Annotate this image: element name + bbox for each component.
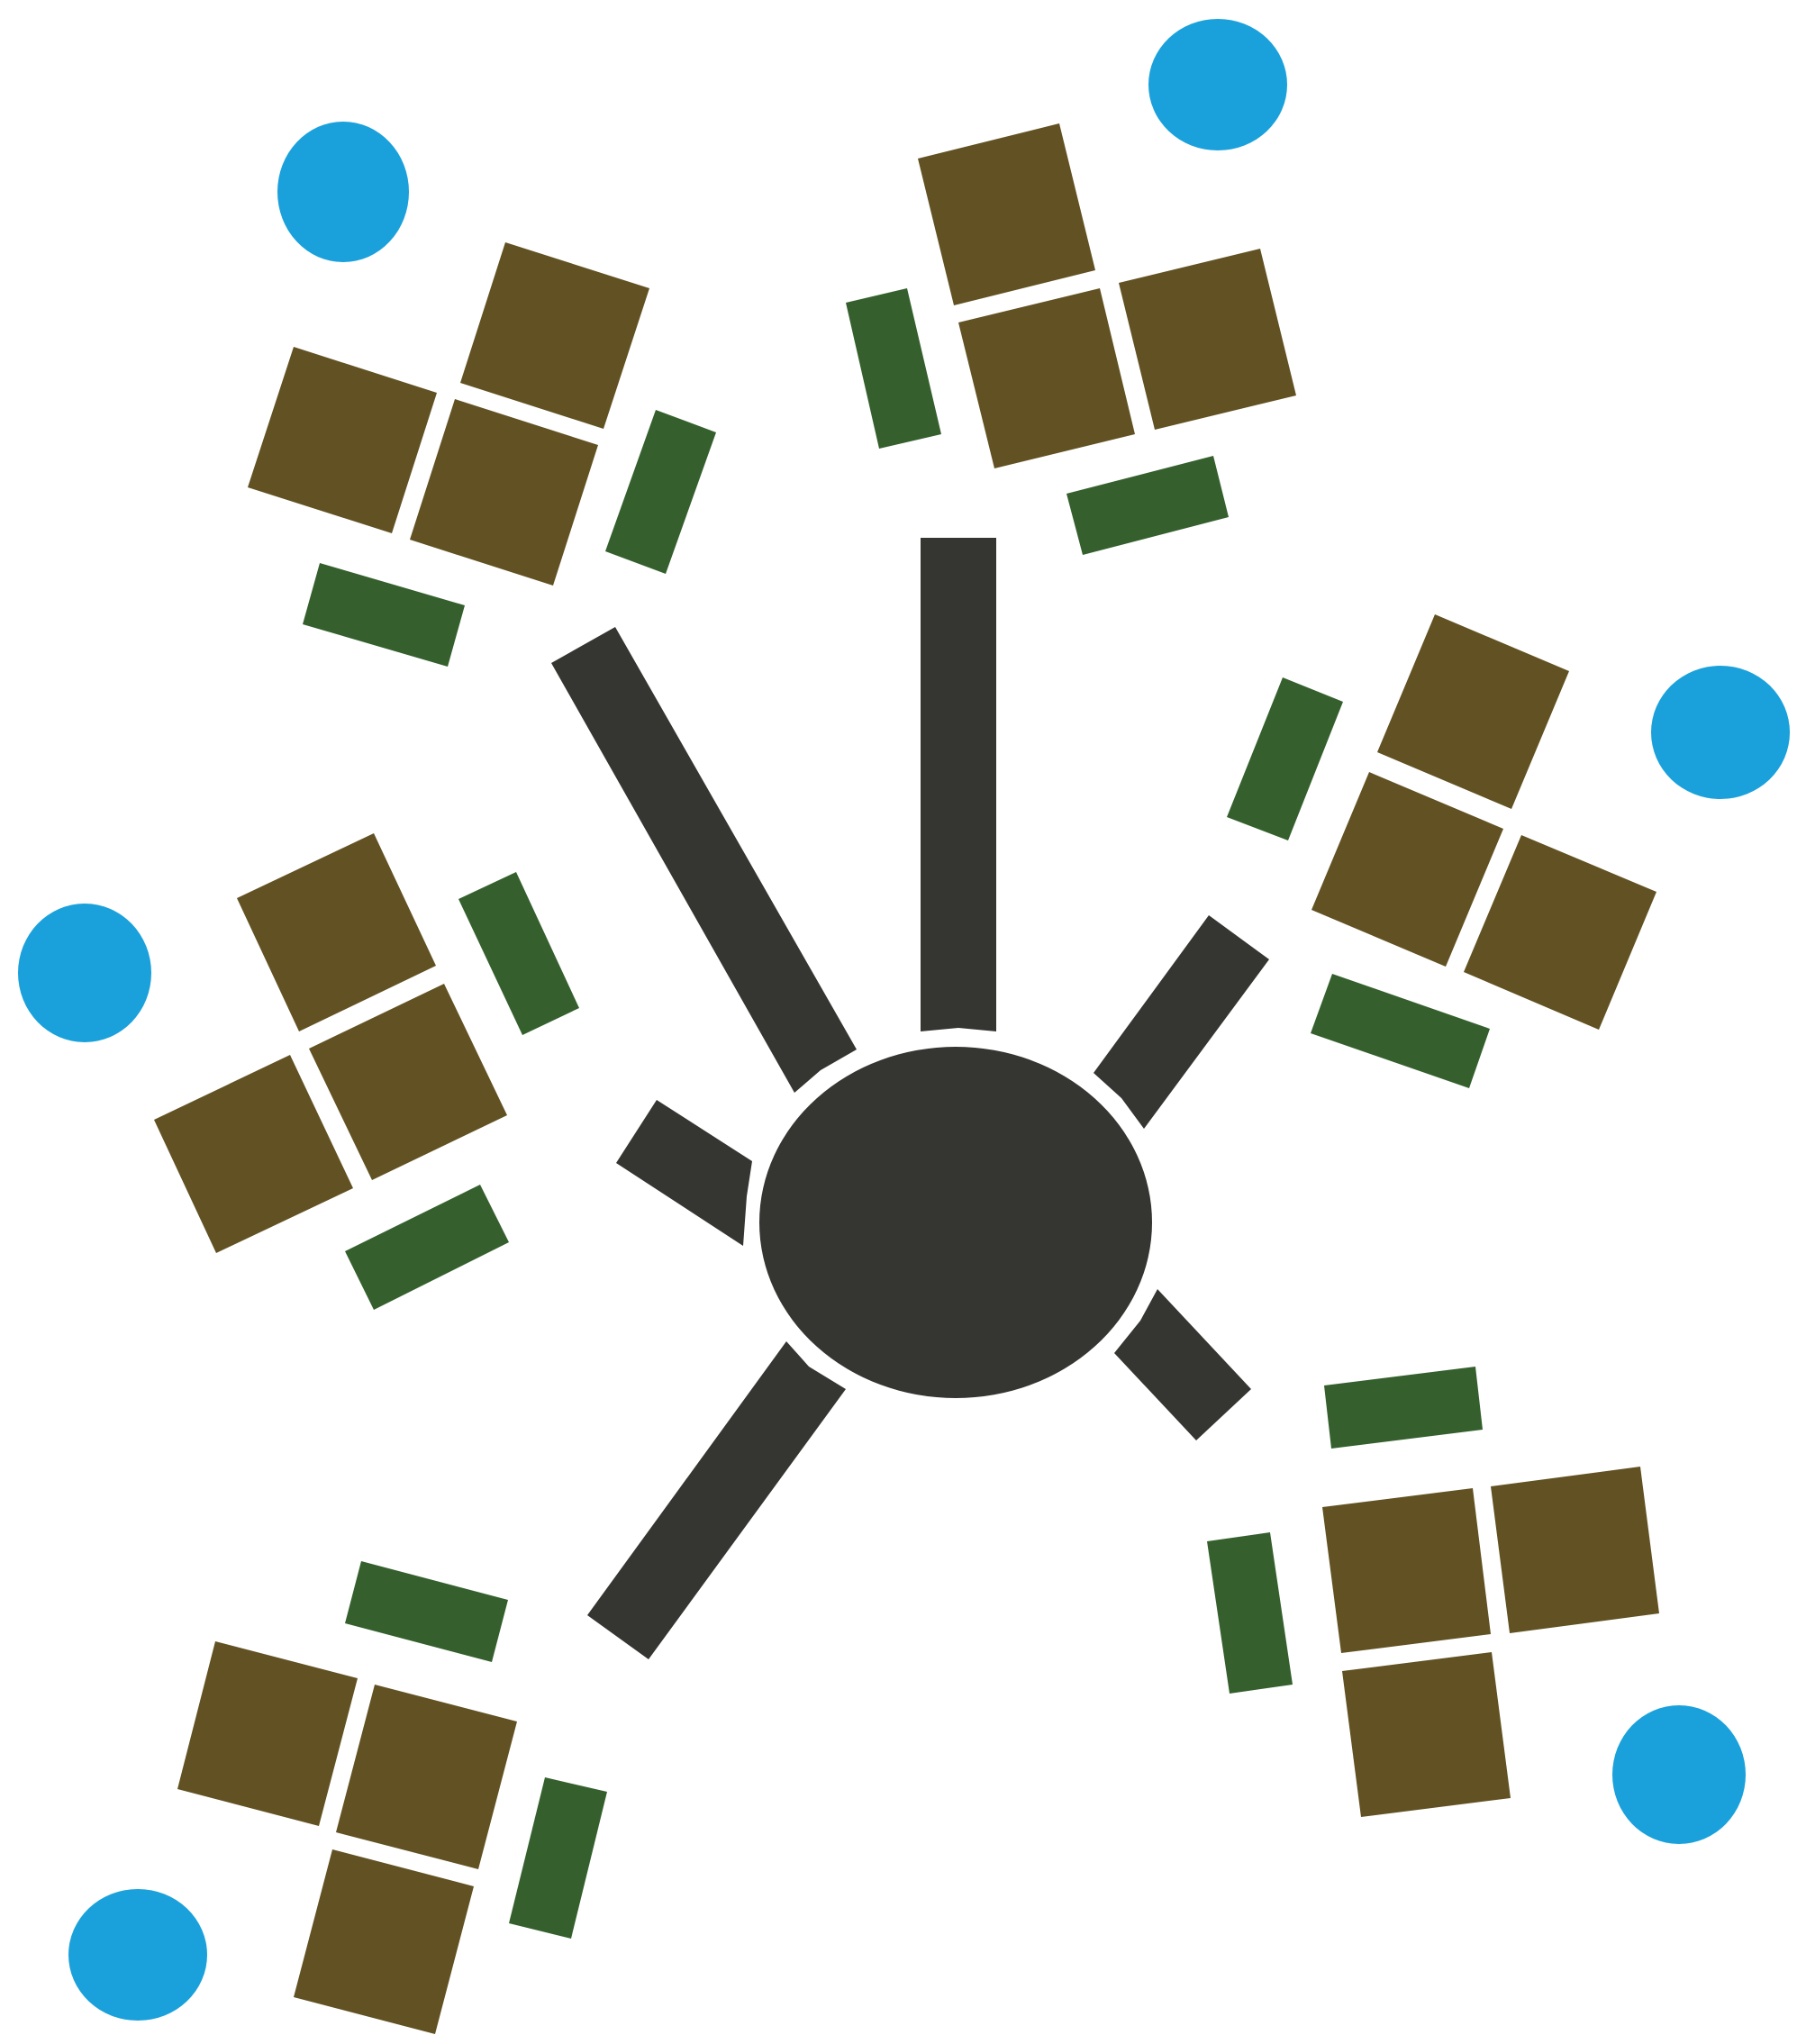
cluster-bottom-right — [1207, 1367, 1746, 1844]
cluster-right — [1227, 614, 1790, 1088]
cluster-left — [18, 833, 579, 1310]
bar — [345, 1185, 509, 1310]
bar — [458, 872, 579, 1035]
bar — [509, 1777, 607, 1939]
dot — [1612, 1705, 1746, 1844]
tile — [1119, 249, 1296, 430]
tile — [1464, 835, 1656, 1030]
tile — [1377, 614, 1569, 809]
tile — [1342, 1652, 1511, 1817]
tile — [1311, 772, 1503, 967]
cluster-top-center — [846, 19, 1296, 555]
bar — [1066, 456, 1229, 555]
bar — [846, 288, 941, 449]
tile — [918, 123, 1095, 305]
bar — [303, 563, 465, 667]
connector-north — [921, 538, 996, 1031]
bar — [1311, 974, 1490, 1088]
connector-north-east — [1094, 915, 1269, 1129]
tile — [294, 1849, 474, 2034]
tile — [336, 1685, 517, 1869]
bar — [605, 410, 716, 574]
bar — [1324, 1367, 1483, 1449]
tile — [177, 1641, 358, 1826]
tile — [410, 399, 598, 586]
hub-ellipse — [759, 1047, 1152, 1398]
tile — [460, 242, 649, 429]
cluster-top-left — [248, 122, 716, 667]
connectors — [551, 538, 1269, 1659]
bar — [345, 1561, 508, 1662]
connector-west-short — [616, 1100, 752, 1246]
dot — [68, 1889, 207, 2021]
dot — [1651, 666, 1790, 799]
connector-south-east-short — [1114, 1289, 1251, 1440]
cluster-bottom-left — [68, 1561, 607, 2034]
tile — [958, 288, 1135, 468]
dot — [18, 904, 151, 1042]
tile — [309, 984, 507, 1180]
bar — [1227, 677, 1343, 840]
tile — [1491, 1467, 1659, 1633]
tile — [1322, 1488, 1491, 1653]
dot — [1148, 19, 1287, 150]
tile — [237, 833, 436, 1031]
dot — [277, 122, 409, 262]
connector-south-west — [587, 1341, 846, 1659]
tile — [248, 347, 437, 533]
connector-north-west — [551, 627, 857, 1093]
bar — [1207, 1532, 1293, 1694]
tile — [154, 1055, 353, 1253]
